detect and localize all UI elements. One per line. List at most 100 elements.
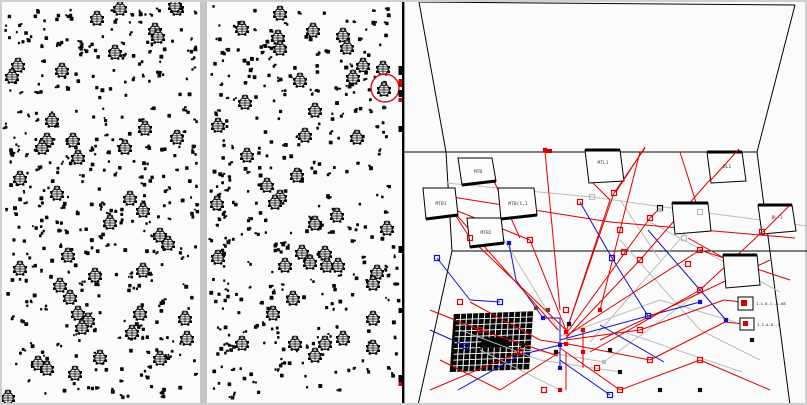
station-box[interactable]: BL-1 <box>757 203 797 235</box>
particle-dot <box>283 241 287 244</box>
station-box[interactable]: MTB(1,1 <box>497 187 538 221</box>
marker-open-blue[interactable] <box>462 342 470 350</box>
marker-filled-black[interactable] <box>607 347 613 353</box>
station-box[interactable]: MTB1 <box>422 187 459 221</box>
marker-filled-red[interactable] <box>597 307 603 313</box>
trajectory-gray-segment <box>589 229 689 343</box>
station-box[interactable] <box>671 201 712 235</box>
particle-dot <box>21 347 25 351</box>
marker-filled-blue[interactable] <box>540 315 546 321</box>
particle-dot <box>147 365 150 368</box>
marker-filled-red[interactable] <box>580 349 586 355</box>
marker-filled-blue[interactable] <box>506 240 512 246</box>
marker-open-red[interactable] <box>696 246 704 254</box>
marker-filled-black[interactable] <box>697 387 703 393</box>
marker-open-red[interactable] <box>456 298 464 306</box>
tagged-node[interactable]: 1.1.A.8.-1 <box>739 317 781 331</box>
marker-open-red[interactable] <box>758 228 766 236</box>
particle-dot <box>156 70 159 73</box>
marker-filled-brown[interactable] <box>545 307 551 313</box>
marker-open-red[interactable] <box>476 326 484 334</box>
particle-dot <box>225 48 228 51</box>
trajectory-red-segment <box>565 329 641 341</box>
marker-filled-black[interactable] <box>566 321 572 327</box>
particle-dot <box>75 109 78 113</box>
marker-open-blue[interactable] <box>608 254 616 262</box>
marker-open-red[interactable] <box>620 248 628 256</box>
marker-filled-red[interactable] <box>557 387 563 393</box>
particle-dot <box>269 56 273 59</box>
marker-open-red[interactable] <box>466 234 474 242</box>
marker-open-blue[interactable] <box>433 254 441 262</box>
marker-open-red[interactable] <box>696 356 704 364</box>
marker-filled-black[interactable] <box>520 342 526 348</box>
marker-open-gray[interactable] <box>588 193 596 201</box>
marker-open-red[interactable] <box>616 226 624 234</box>
marker-open-red[interactable] <box>516 348 524 356</box>
floor-grid-mat[interactable] <box>449 311 534 373</box>
particle-dot <box>162 47 167 52</box>
marker-open-red[interactable] <box>610 189 618 197</box>
particle-dot <box>150 273 153 276</box>
marker-filled-blue[interactable] <box>723 317 729 323</box>
marker-filled-red[interactable] <box>580 327 586 333</box>
marker-open-red[interactable] <box>576 198 584 206</box>
marker-open-gray[interactable] <box>696 208 704 216</box>
marker-filled-blue[interactable] <box>557 342 563 348</box>
marker-open-red[interactable] <box>562 306 570 314</box>
marker-open-gray[interactable] <box>680 234 688 242</box>
particle-dot <box>391 245 396 249</box>
particle-dot <box>365 28 368 31</box>
marker-filled-red[interactable] <box>563 341 569 347</box>
marker-open-red[interactable] <box>636 256 644 264</box>
particle-dot <box>132 286 135 290</box>
marker-open-red[interactable] <box>526 236 534 244</box>
room-edge-line <box>418 2 447 153</box>
marker-filled-red[interactable] <box>542 147 548 153</box>
marker-open-red[interactable] <box>646 356 654 364</box>
station-box[interactable]: MTB <box>457 157 497 187</box>
station-box[interactable]: MTB2 <box>466 217 505 249</box>
marker-open-blue[interactable] <box>644 312 652 320</box>
marker-open-red[interactable] <box>540 386 548 394</box>
marker-filled-black[interactable] <box>617 369 623 375</box>
particle-dot <box>65 155 68 158</box>
particle-dot <box>283 361 287 365</box>
particle-dot <box>22 239 26 243</box>
marker-filled-black[interactable] <box>749 337 755 343</box>
marker-filled-black[interactable] <box>553 349 559 355</box>
marker-filled-blue[interactable] <box>557 365 563 371</box>
particle-dot <box>244 81 248 84</box>
station-box[interactable] <box>722 253 761 289</box>
marker-open-blue[interactable] <box>606 391 614 399</box>
station-box[interactable]: BL1 <box>706 148 747 184</box>
particle-dot <box>26 171 29 175</box>
marker-open-red[interactable] <box>636 326 644 334</box>
tagged-node[interactable]: 1.1.8.1.-1.88 <box>737 296 786 311</box>
marker-filled-black[interactable] <box>657 387 663 393</box>
particle-dot <box>210 73 213 76</box>
trajectory-red-segment <box>479 329 559 357</box>
particle-dot <box>311 92 314 95</box>
marker-filled-gray[interactable] <box>601 359 607 365</box>
marker-open-red[interactable] <box>696 286 704 294</box>
marker-open-red[interactable] <box>684 260 692 268</box>
marker-filled-brown[interactable] <box>533 305 539 311</box>
marker-filled-blue[interactable] <box>697 299 703 305</box>
marker-open-red[interactable] <box>616 386 624 394</box>
particle-dot <box>13 212 16 215</box>
marker-open-red[interactable] <box>646 214 654 222</box>
marker-open-blue[interactable] <box>496 298 504 306</box>
marker-filled-red[interactable] <box>563 329 569 335</box>
particle-dot <box>219 93 223 97</box>
marker-open-red[interactable] <box>593 364 601 372</box>
marker-filled-gray[interactable] <box>657 207 663 213</box>
particle-dot <box>332 307 335 310</box>
particle-dot <box>353 109 358 113</box>
particle-dot <box>73 334 75 337</box>
particle-dot <box>94 153 97 156</box>
particle-dot <box>77 40 80 42</box>
particle-dot <box>40 268 43 271</box>
trajectory-blue-segment <box>647 229 727 321</box>
station-box[interactable]: MTL1 <box>584 146 646 193</box>
